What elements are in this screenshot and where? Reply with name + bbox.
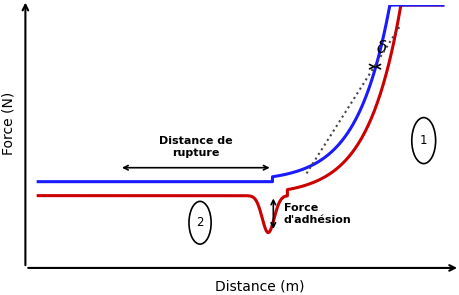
Text: 1: 1 <box>420 134 427 147</box>
Circle shape <box>189 201 211 244</box>
Circle shape <box>412 118 436 164</box>
Text: $\delta$: $\delta$ <box>376 39 387 57</box>
Text: Distance de
rupture: Distance de rupture <box>159 136 233 158</box>
Text: Force (N): Force (N) <box>1 92 15 155</box>
Text: 2: 2 <box>196 216 204 229</box>
Text: Distance (m): Distance (m) <box>215 279 304 293</box>
Text: Force
d'adhésion: Force d'adhésion <box>284 203 352 224</box>
